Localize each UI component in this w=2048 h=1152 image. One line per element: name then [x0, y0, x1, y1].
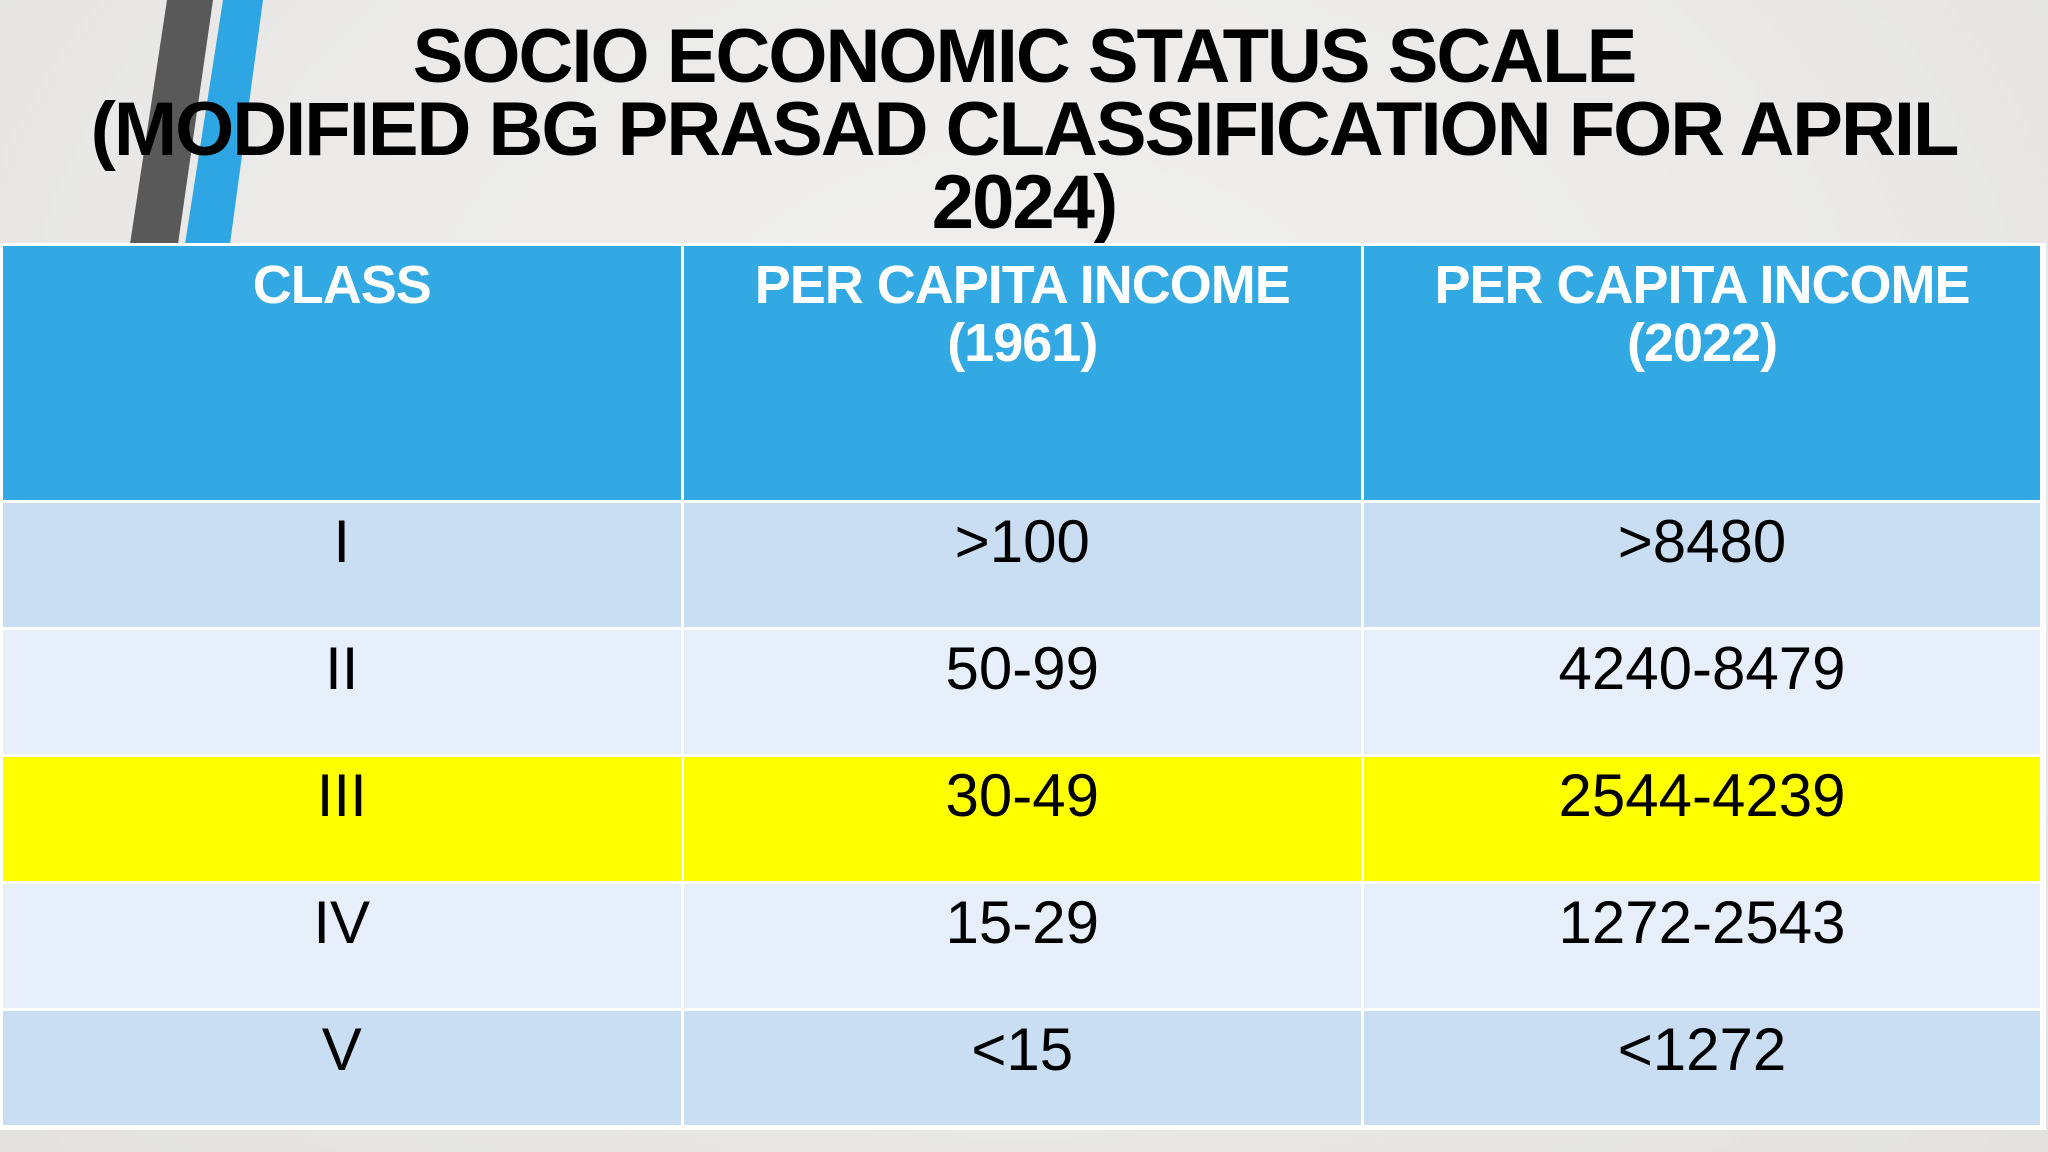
column-header-income-2022: PER CAPITA INCOME (2022) [1361, 243, 2045, 503]
cell-income-2022: 4240-8479 [1361, 627, 2045, 757]
table-row-class-iv: IV 15-29 1272-2543 [0, 881, 2045, 1011]
slide-title: SOCIO ECONOMIC STATUS SCALE (MODIFIED BG… [0, 14, 2048, 245]
cell-income-1961: 30-49 [680, 754, 1364, 884]
corner-accent-stripes-icon [130, 0, 263, 244]
table-row-class-v: V <15 <1272 [0, 1008, 2045, 1129]
cell-income-2022: >8480 [1361, 500, 2045, 630]
cell-class: IV [0, 881, 684, 1011]
slide-title-line-3: 2024) [931, 160, 1118, 245]
cell-class: III [0, 754, 684, 884]
cell-class: V [0, 1008, 684, 1129]
table-row-class-ii: II 50-99 4240-8479 [0, 627, 2045, 757]
gray-stripe-icon [130, 0, 213, 244]
cell-class: II [0, 627, 684, 757]
column-header-income-1961: PER CAPITA INCOME (1961) [680, 243, 1364, 503]
cell-income-1961: 50-99 [680, 627, 1364, 757]
cell-income-2022: 2544-4239 [1361, 754, 2045, 884]
slide-title-line-2: (MODIFIED BG PRASAD CLASSIFICATION FOR A… [90, 87, 1960, 172]
cell-income-2022: <1272 [1361, 1008, 2045, 1129]
blue-stripe-icon [185, 0, 263, 244]
column-header-class: CLASS [0, 243, 684, 503]
cell-class: I [0, 500, 684, 630]
socio-economic-status-table: CLASS PER CAPITA INCOME (1961) PER CAPIT… [0, 243, 2046, 1130]
table-row-class-iii-highlighted: III 30-49 2544-4239 [0, 754, 2045, 884]
cell-income-1961: <15 [680, 1008, 1364, 1129]
slide-title-line-1: SOCIO ECONOMIC STATUS SCALE [412, 14, 1638, 99]
table-header-row: CLASS PER CAPITA INCOME (1961) PER CAPIT… [0, 243, 2045, 503]
cell-income-1961: >100 [680, 500, 1364, 630]
cell-income-2022: 1272-2543 [1361, 881, 2045, 1011]
table-row-class-i: I >100 >8480 [0, 500, 2045, 630]
cell-income-1961: 15-29 [680, 881, 1364, 1011]
